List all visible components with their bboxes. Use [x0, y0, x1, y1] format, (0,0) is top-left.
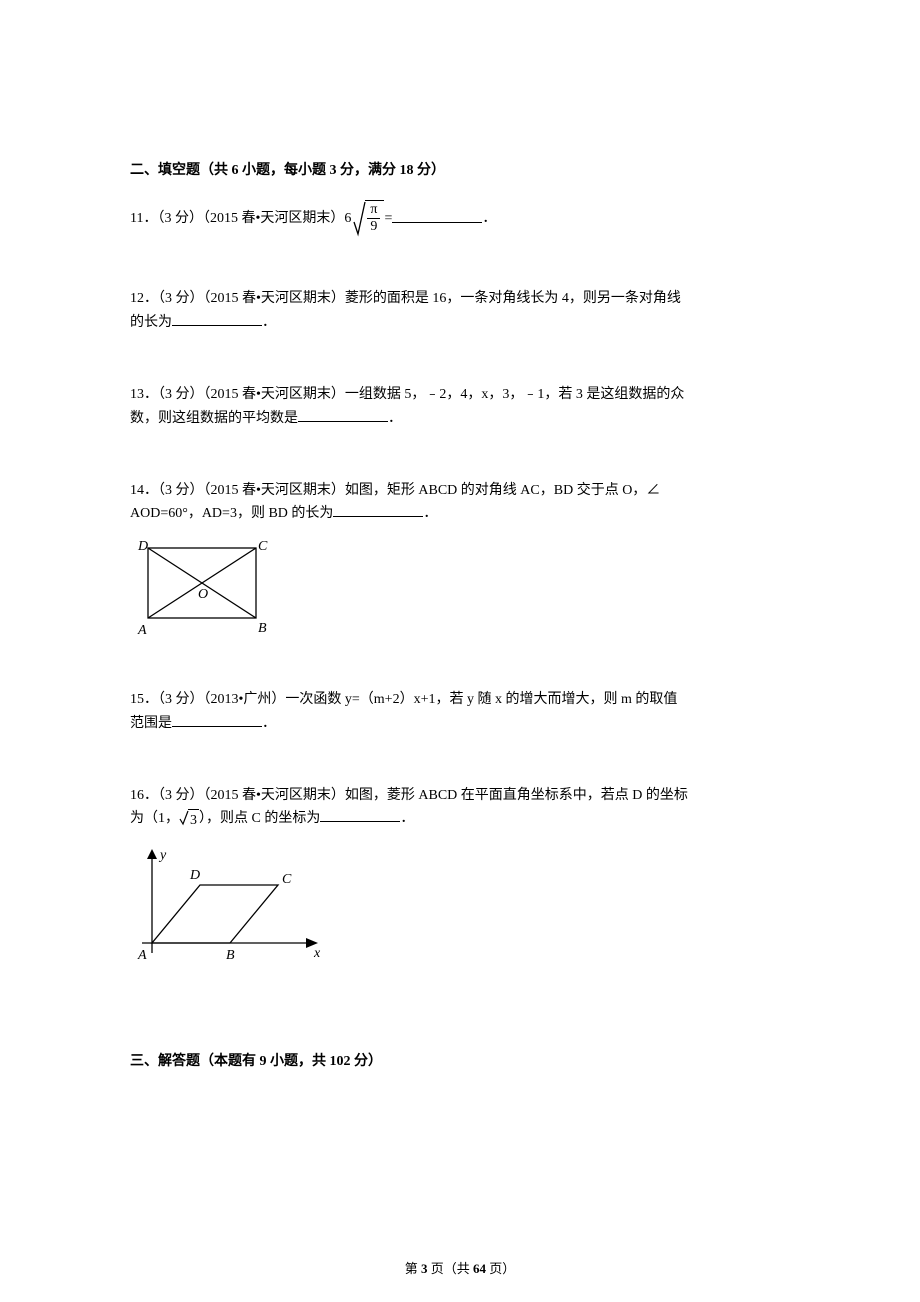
q14-label-b: B — [258, 621, 267, 636]
q14-label-c: C — [258, 539, 268, 554]
q13-blank — [298, 407, 388, 422]
q12-line2-before: 的长为 — [130, 315, 172, 330]
question-13: 13．（3 分）（2015 春•天河区期末）一组数据 5，﹣2，4，x，3，﹣1… — [130, 384, 790, 430]
q14-line1: 14．（3 分）（2015 春•天河区期末）如图，矩形 ABCD 的对角线 AC… — [130, 480, 790, 502]
q15-period: ． — [262, 716, 276, 731]
q16-label-c: C — [282, 872, 292, 887]
q11-frac-num: π — [367, 202, 380, 218]
q14-period: ． — [423, 506, 437, 521]
q16-line2-before-b: ），则点 C 的坐标为 — [199, 811, 320, 826]
q14-figure: D C A B O — [130, 536, 790, 649]
q14-blank — [333, 502, 423, 517]
q16-label-x: x — [313, 946, 321, 961]
q14-line2-before: AOD=60°，AD=3，则 BD 的长为 — [130, 506, 333, 521]
q13-period: ． — [388, 411, 402, 426]
q11-equals: = — [384, 212, 392, 227]
q12-blank — [172, 311, 262, 326]
q11-frac-den: 9 — [367, 219, 380, 234]
q15-line1: 15．（3 分）（2013•广州）一次函数 y=（m+2）x+1，若 y 随 x… — [130, 689, 790, 711]
q16-label-a: A — [137, 948, 147, 963]
q16-figure: y x A B C D — [130, 843, 790, 981]
q11-prefix: 11．（3 分）（2015 春•天河区期末）6 — [130, 212, 351, 227]
question-16: 16．（3 分）（2015 春•天河区期末）如图，菱形 ABCD 在平面直角坐标… — [130, 785, 790, 981]
page: 二、填空题（共 6 小题，每小题 3 分，满分 18 分） 11．（3 分）（2… — [0, 0, 920, 1302]
footer-before: 第 — [405, 1261, 421, 1276]
question-15: 15．（3 分）（2013•广州）一次函数 y=（m+2）x+1，若 y 随 x… — [130, 689, 790, 735]
q14-label-a: A — [137, 623, 147, 638]
q15-line2-before: 范围是 — [130, 716, 172, 731]
q13-line2-before: 数，则这组数据的平均数是 — [130, 411, 298, 426]
q16-line1: 16．（3 分）（2015 春•天河区期末）如图，菱形 ABCD 在平面直角坐标… — [130, 785, 790, 807]
q12-period: ． — [262, 315, 276, 330]
q16-label-b: B — [226, 948, 235, 963]
q15-line2: 范围是 ． — [130, 712, 790, 735]
q16-line2-before-a: 为（1， — [130, 811, 179, 826]
q14-line2: AOD=60°，AD=3，则 BD 的长为 ． — [130, 502, 790, 525]
q14-rectangle-svg: D C A B O — [130, 536, 270, 641]
question-14: 14．（3 分）（2015 春•天河区期末）如图，矩形 ABCD 的对角线 AC… — [130, 480, 790, 649]
q11-blank — [392, 208, 482, 223]
footer-total: 64 — [473, 1261, 486, 1276]
q16-label-y: y — [158, 848, 167, 863]
q14-label-o: O — [198, 587, 208, 602]
footer-after: 页） — [486, 1261, 515, 1276]
q11-period: ． — [482, 212, 496, 227]
q16-rhombus-svg: y x A B C D — [130, 843, 330, 973]
q13-line2: 数，则这组数据的平均数是 ． — [130, 407, 790, 430]
question-12: 12．（3 分）（2015 春•天河区期末）菱形的面积是 16，一条对角线长为 … — [130, 288, 790, 334]
q12-line1: 12．（3 分）（2015 春•天河区期末）菱形的面积是 16，一条对角线长为 … — [130, 288, 790, 310]
section-3-heading: 三、解答题（本题有 9 小题，共 102 分） — [130, 1051, 790, 1073]
q12-line2: 的长为 ． — [130, 311, 790, 334]
q16-line2: 为（1， 3 ），则点 C 的坐标为 ． — [130, 807, 790, 832]
section-2-heading: 二、填空题（共 6 小题，每小题 3 分，满分 18 分） — [130, 160, 790, 182]
q14-label-d: D — [137, 539, 148, 554]
footer-mid: 页（共 — [427, 1261, 473, 1276]
q16-sqrt: 3 — [179, 809, 199, 832]
radical-icon — [353, 200, 367, 238]
q16-label-d: D — [189, 868, 200, 883]
question-11: 11．（3 分）（2015 春•天河区期末）6 π 9 = ． — [130, 200, 790, 238]
q13-line1: 13．（3 分）（2015 春•天河区期末）一组数据 5，﹣2，4，x，3，﹣1… — [130, 384, 790, 406]
q16-sqrt-arg: 3 — [188, 809, 199, 832]
q11-sqrt: π 9 — [353, 200, 384, 238]
q16-period: ． — [400, 811, 414, 826]
page-footer: 第 3 页（共 64 页） — [0, 1259, 920, 1280]
q11-radicand: π 9 — [365, 200, 384, 235]
q16-blank — [320, 807, 400, 822]
q15-blank — [172, 712, 262, 727]
q11-fraction: π 9 — [367, 202, 380, 234]
